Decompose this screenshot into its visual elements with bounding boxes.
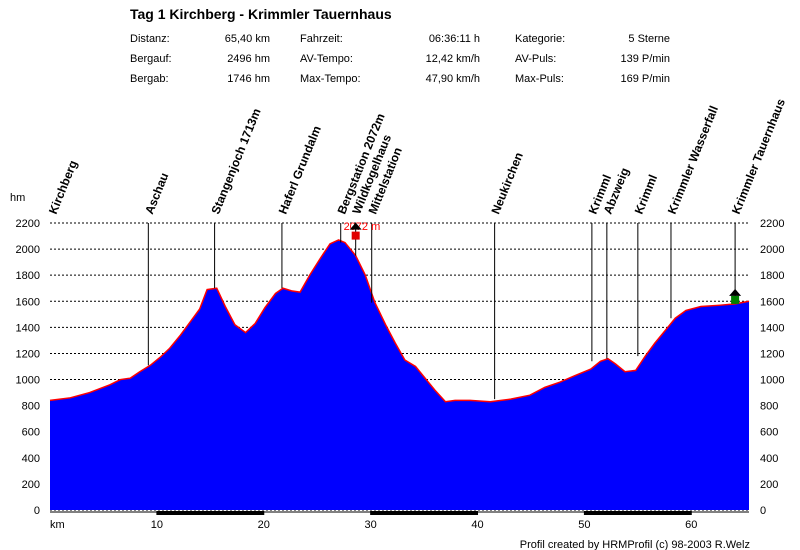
stat-text: 47,90 km/h xyxy=(426,73,480,85)
y-tick-label: 1800 xyxy=(16,270,40,282)
x-tick-label: 10 xyxy=(151,519,163,531)
y2-tick-label: 200 xyxy=(760,479,778,491)
x-tick-label: 20 xyxy=(258,519,270,531)
stat-text: 06:36:11 h xyxy=(429,33,480,45)
y2-tick-label: 0 xyxy=(760,505,766,517)
end-marker-top xyxy=(729,288,742,296)
y-tick-label: 800 xyxy=(22,401,40,413)
y-tick-label: 1600 xyxy=(16,296,40,308)
x-tick-label: 30 xyxy=(365,519,377,531)
x-axis-band xyxy=(156,511,264,515)
x-tick-label: 50 xyxy=(578,519,590,531)
y2-tick-label: 600 xyxy=(760,427,778,439)
stat-text: Max-Tempo: xyxy=(300,73,361,85)
x-axis-band xyxy=(584,511,692,515)
summit-marker-top xyxy=(349,222,362,230)
y2-tick-label: 2200 xyxy=(760,218,784,230)
y-tick-label: 2000 xyxy=(16,244,40,256)
chart-title: Tag 1 Kirchberg - Krimmler Tauernhaus xyxy=(130,6,392,22)
y-tick-label: 1400 xyxy=(16,322,40,334)
y-tick-label: 2200 xyxy=(16,218,40,230)
x-axis-label: km xyxy=(50,519,65,531)
stat-text: 65,40 km xyxy=(225,33,270,45)
x-tick-label: 60 xyxy=(685,519,697,531)
y-tick-label: 0 xyxy=(34,505,40,517)
y2-tick-label: 400 xyxy=(760,453,778,465)
stat-text: 12,42 km/h xyxy=(426,53,480,65)
stat-text: 139 P/min xyxy=(620,53,670,65)
x-axis-band xyxy=(370,511,478,515)
end-marker xyxy=(731,295,740,304)
y2-tick-label: 1200 xyxy=(760,348,784,360)
stat-text: Bergab: xyxy=(130,73,169,85)
footer: Profil created by HRMProfil (c) 98-2003 … xyxy=(520,539,750,550)
stat-text: 5 Sterne xyxy=(628,33,670,45)
y-axis-label: hm xyxy=(10,192,25,204)
stat-text: AV-Puls: xyxy=(515,53,556,65)
area xyxy=(50,239,749,510)
y2-tick-label: 2000 xyxy=(760,244,784,256)
stat-text: 1746 hm xyxy=(227,73,270,85)
y2-tick-label: 1400 xyxy=(760,322,784,334)
profile-line xyxy=(49,239,750,403)
stat-text: Bergauf: xyxy=(130,53,172,65)
stat-text: Max-Puls: xyxy=(515,73,564,85)
stat-text: Kategorie: xyxy=(515,33,565,45)
y-tick-label: 1000 xyxy=(16,375,40,387)
y2-tick-label: 1800 xyxy=(760,270,784,282)
stat-text: AV-Tempo: xyxy=(300,53,353,65)
y-tick-label: 400 xyxy=(22,453,40,465)
summit-marker xyxy=(351,231,360,240)
y-tick-label: 1200 xyxy=(16,348,40,360)
y-tick-label: 600 xyxy=(22,427,40,439)
stat-text: Fahrzeit: xyxy=(300,33,343,45)
stat-text: 169 P/min xyxy=(620,73,670,85)
x-tick-label: 40 xyxy=(471,519,483,531)
max-label: 2072 m xyxy=(344,221,381,233)
y2-tick-label: 1000 xyxy=(760,375,784,387)
y2-tick-label: 800 xyxy=(760,401,778,413)
stat-text: 2496 hm xyxy=(227,53,270,65)
y2-tick-label: 1600 xyxy=(760,296,784,308)
y-tick-label: 200 xyxy=(22,479,40,491)
stat-text: Distanz: xyxy=(130,33,170,45)
